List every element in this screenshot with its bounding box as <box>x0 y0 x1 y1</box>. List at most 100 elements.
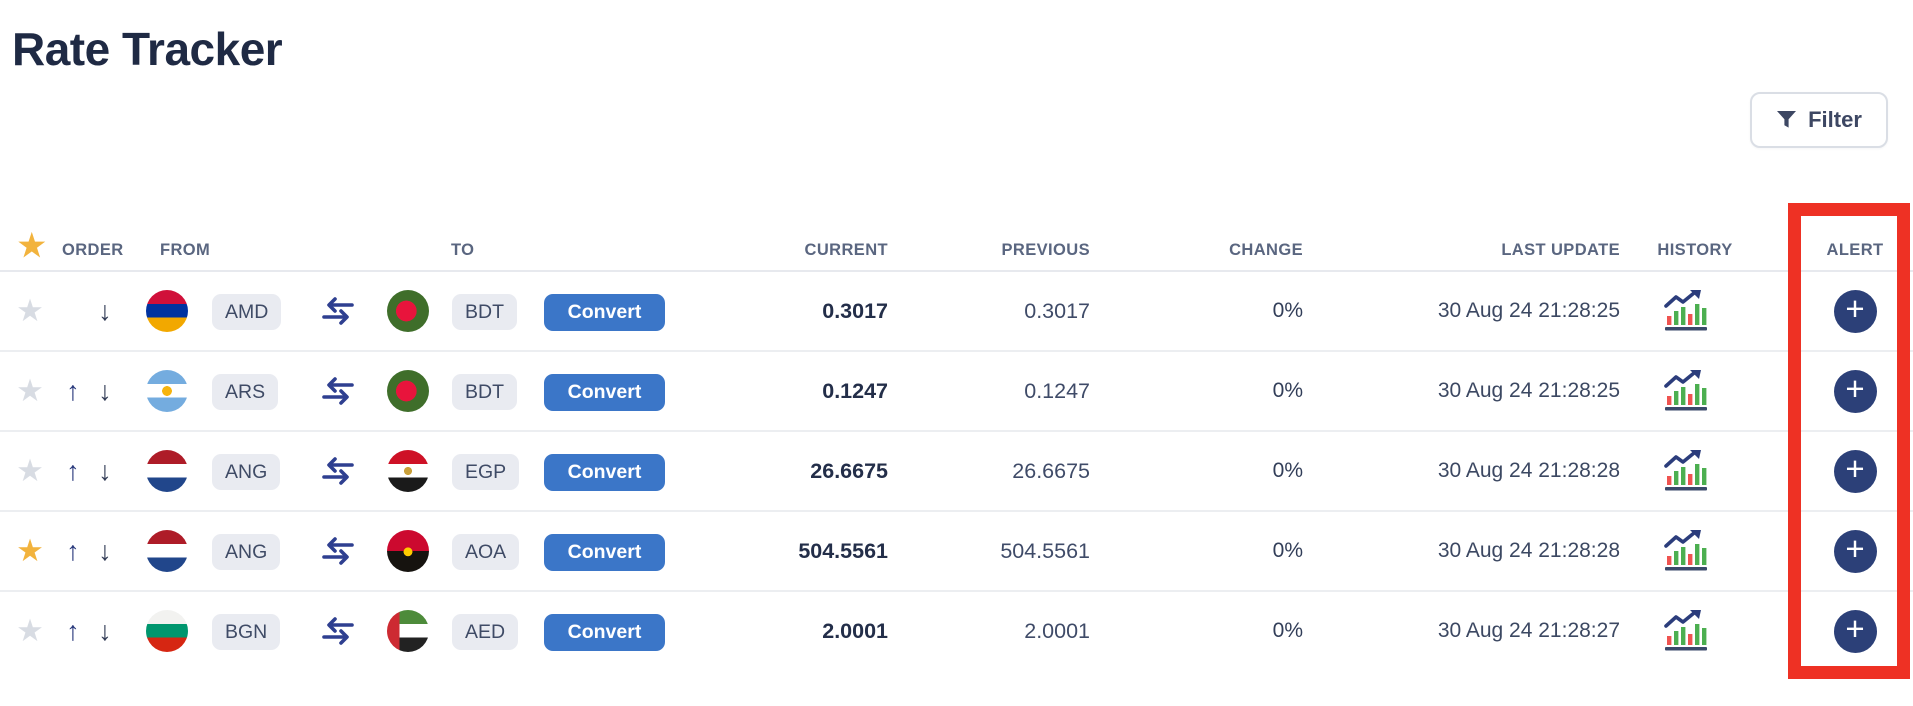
star-icon[interactable]: ★ <box>16 293 44 328</box>
table-row: ★ ↑ ↓ BGN AED Convert 2.0001 2 <box>0 592 1913 672</box>
rates-table: ★ ↑ ↓ AMD BDT Convert 0.3017 0 <box>0 272 1913 672</box>
header-divider <box>0 270 1913 272</box>
change-percent: 0% <box>1272 299 1303 322</box>
chart-increasing-icon[interactable] <box>1658 272 1714 350</box>
previous-rate: 2.0001 <box>1024 618 1090 643</box>
swap-arrows-icon[interactable] <box>320 352 356 430</box>
add-alert-button[interactable]: + <box>1833 289 1877 333</box>
to-currency-badge: AED <box>452 614 519 650</box>
previous-rate: 0.3017 <box>1024 298 1090 323</box>
from-currency-flag <box>146 450 188 492</box>
last-update-timestamp: 30 Aug 24 21:28:25 <box>1437 379 1620 402</box>
chart-increasing-icon[interactable] <box>1658 432 1714 510</box>
add-alert-button[interactable]: + <box>1833 449 1877 493</box>
current-rate: 2.0001 <box>822 618 888 643</box>
down-arrow-icon[interactable]: ↓ <box>98 455 112 486</box>
chart-increasing-icon[interactable] <box>1658 512 1714 590</box>
table-row: ★ ↑ ↓ ARS BDT Convert 0.1247 0 <box>0 352 1913 432</box>
to-currency-badge: AOA <box>452 534 520 570</box>
column-header-to: TO <box>451 240 475 259</box>
current-rate: 0.3017 <box>822 298 888 323</box>
filter-button-label: Filter <box>1808 107 1862 132</box>
from-currency-badge: ANG <box>212 454 281 490</box>
column-header-current: CURRENT <box>804 240 888 259</box>
swap-arrows-icon[interactable] <box>320 592 356 670</box>
down-arrow-icon[interactable]: ↓ <box>98 295 112 326</box>
down-arrow-icon[interactable]: ↓ <box>98 615 112 646</box>
column-header-last-update: LAST UPDATE <box>1501 240 1620 259</box>
from-currency-flag <box>146 610 188 652</box>
from-currency-flag <box>146 290 188 332</box>
column-header-from: FROM <box>160 240 211 259</box>
to-currency-badge: EGP <box>452 454 520 490</box>
column-header-history: HISTORY <box>1657 240 1733 259</box>
convert-button[interactable]: Convert <box>544 294 665 331</box>
add-alert-button[interactable]: + <box>1833 609 1877 653</box>
column-header-change: CHANGE <box>1229 240 1303 259</box>
from-currency-badge: ANG <box>212 534 281 570</box>
alert-cell: + <box>1800 592 1910 670</box>
convert-button[interactable]: Convert <box>544 374 665 411</box>
table-row: ★ ↑ ↓ AMD BDT Convert 0.3017 0 <box>0 272 1913 352</box>
to-currency-badge: BDT <box>452 374 517 410</box>
star-icon[interactable]: ★ <box>16 373 44 408</box>
up-arrow-icon[interactable]: ↑ <box>66 455 80 486</box>
chart-increasing-icon[interactable] <box>1658 352 1714 430</box>
up-arrow-icon[interactable]: ↑ <box>66 375 80 406</box>
to-currency-flag <box>387 530 429 572</box>
change-percent: 0% <box>1272 379 1303 402</box>
down-arrow-icon[interactable]: ↓ <box>98 375 112 406</box>
down-arrow-icon[interactable]: ↓ <box>98 535 112 566</box>
column-header-previous: PREVIOUS <box>1001 240 1090 259</box>
alert-cell: + <box>1800 352 1910 430</box>
up-arrow-icon[interactable]: ↑ <box>66 615 80 646</box>
swap-arrows-icon[interactable] <box>320 512 356 590</box>
previous-rate: 504.5561 <box>1000 538 1090 563</box>
star-column-header-icon: ★ <box>17 228 47 263</box>
to-currency-flag <box>387 450 429 492</box>
table-row: ★ ↑ ↓ ANG EGP Convert 26.6675 <box>0 432 1913 512</box>
alert-cell: + <box>1800 512 1910 590</box>
change-percent: 0% <box>1272 619 1303 642</box>
table-row: ★ ↑ ↓ ANG AOA Convert 504.5561 <box>0 512 1913 592</box>
change-percent: 0% <box>1272 539 1303 562</box>
from-currency-flag <box>146 530 188 572</box>
last-update-timestamp: 30 Aug 24 21:28:27 <box>1437 619 1620 642</box>
from-currency-badge: ARS <box>212 374 279 410</box>
last-update-timestamp: 30 Aug 24 21:28:28 <box>1437 539 1620 562</box>
to-currency-flag <box>387 610 429 652</box>
current-rate: 504.5561 <box>798 538 888 563</box>
from-currency-flag <box>146 370 188 412</box>
current-rate: 0.1247 <box>822 378 888 403</box>
chart-increasing-icon[interactable] <box>1658 592 1714 670</box>
convert-button[interactable]: Convert <box>544 534 665 571</box>
star-icon[interactable]: ★ <box>16 533 44 568</box>
page-title: Rate Tracker <box>12 23 283 75</box>
alert-cell: + <box>1800 432 1910 510</box>
from-currency-badge: AMD <box>212 294 282 330</box>
filter-button[interactable]: Filter <box>1750 92 1888 148</box>
from-currency-badge: BGN <box>212 614 281 650</box>
add-alert-button[interactable]: + <box>1833 369 1877 413</box>
alert-cell: + <box>1800 272 1910 350</box>
to-currency-flag <box>387 370 429 412</box>
funnel-icon <box>1776 110 1797 130</box>
star-icon[interactable]: ★ <box>16 453 44 488</box>
up-arrow-icon[interactable]: ↑ <box>66 535 80 566</box>
current-rate: 26.6675 <box>810 458 888 483</box>
last-update-timestamp: 30 Aug 24 21:28:25 <box>1437 299 1620 322</box>
convert-button[interactable]: Convert <box>544 454 665 491</box>
column-header-order: ORDER <box>62 240 124 259</box>
previous-rate: 26.6675 <box>1012 458 1090 483</box>
add-alert-button[interactable]: + <box>1833 529 1877 573</box>
convert-button[interactable]: Convert <box>544 614 665 651</box>
change-percent: 0% <box>1272 459 1303 482</box>
to-currency-badge: BDT <box>452 294 517 330</box>
star-icon[interactable]: ★ <box>16 613 44 648</box>
to-currency-flag <box>387 290 429 332</box>
previous-rate: 0.1247 <box>1024 378 1090 403</box>
swap-arrows-icon[interactable] <box>320 272 356 350</box>
column-header-alert: ALERT <box>1826 240 1884 259</box>
swap-arrows-icon[interactable] <box>320 432 356 510</box>
